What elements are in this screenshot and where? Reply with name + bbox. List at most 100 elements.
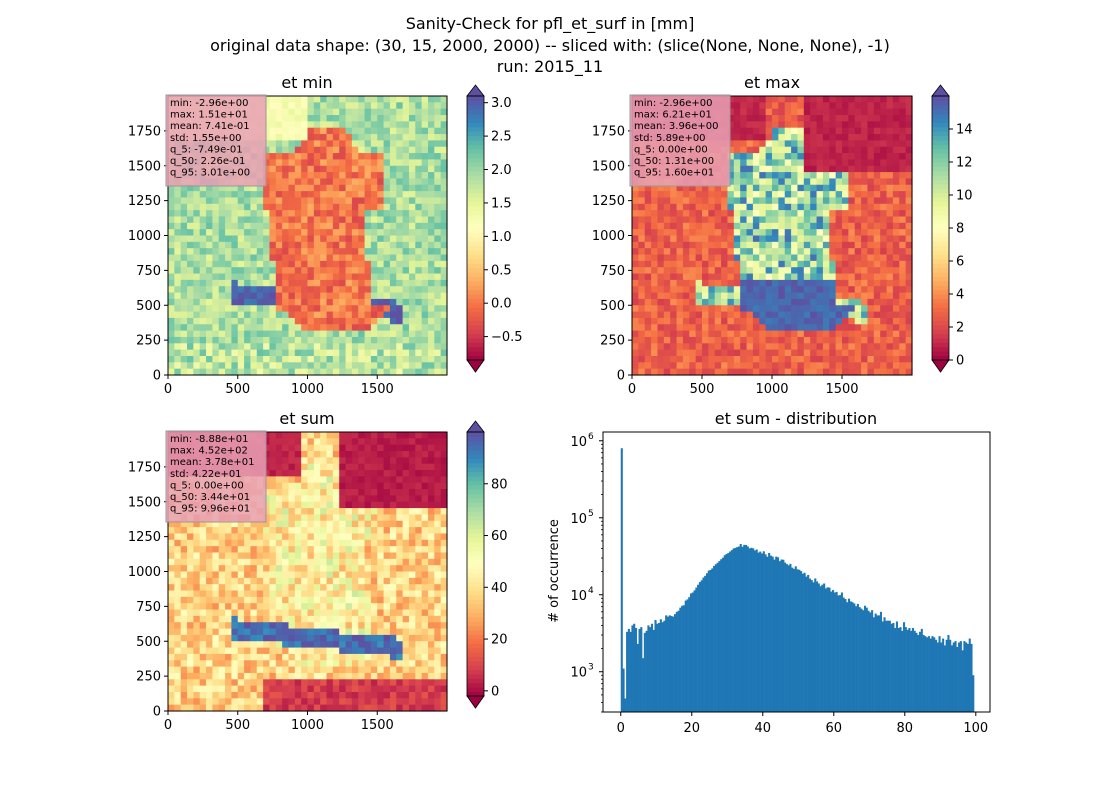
- heatmap-cell: [218, 330, 226, 338]
- heatmap-cell: [294, 197, 302, 205]
- heatmap-cell: [695, 254, 703, 262]
- heatmap-cell: [905, 178, 913, 186]
- heatmap-cell: [892, 153, 900, 161]
- heatmap-cell: [345, 184, 353, 192]
- heatmap-cell: [740, 191, 748, 199]
- heatmap-cell: [632, 260, 639, 268]
- heatmap-cell: [301, 343, 309, 351]
- heatmap-cell: [408, 533, 416, 541]
- heatmap-cell: [339, 121, 347, 129]
- heatmap-cell: [282, 311, 290, 319]
- heatmap-cell: [301, 368, 309, 376]
- heatmap-cell: [702, 286, 709, 294]
- heatmap-cell: [275, 146, 283, 154]
- heatmap-cell: [402, 520, 410, 528]
- heatmap-cell: [358, 495, 366, 503]
- heatmap-cell: [657, 330, 665, 338]
- heatmap-cell: [301, 349, 309, 357]
- heatmap-cell: [861, 121, 869, 129]
- heatmap-cell: [740, 235, 748, 243]
- heatmap-cell: [644, 241, 652, 249]
- heatmap-cell: [389, 197, 397, 205]
- heatmap-cell: [383, 286, 391, 294]
- heatmap-panel-et-max: et max 0 500 1000 1500 02505007501000125015…: [592, 73, 973, 397]
- heatmap-cell: [320, 463, 328, 471]
- heatmap-cell: [294, 305, 302, 313]
- heatmap-cell: [313, 140, 321, 148]
- heatmap-cell: [383, 514, 391, 522]
- heatmap-cell: [364, 165, 372, 173]
- heatmap-cell: [886, 134, 894, 141]
- heatmap-cell: [892, 305, 900, 313]
- heatmap-cell: [740, 216, 748, 224]
- heatmap-cell: [168, 298, 175, 306]
- heatmap-cell: [345, 489, 353, 497]
- heatmap-cell: [358, 539, 366, 547]
- heatmap-cell: [714, 260, 722, 268]
- heatmap-cell: [237, 317, 245, 325]
- heatmap-cell: [772, 115, 779, 122]
- heatmap-cell: [237, 184, 245, 192]
- heatmap-cell: [695, 336, 703, 344]
- heatmap-cell: [187, 260, 194, 268]
- heatmap-cell: [638, 260, 646, 268]
- heatmap-cell: [345, 330, 353, 338]
- heatmap-cell: [351, 330, 359, 338]
- heatmap-cell: [218, 286, 226, 294]
- heatmap-cell: [313, 172, 321, 180]
- heatmap-cell: [842, 248, 849, 256]
- heatmap-cell: [206, 330, 213, 338]
- heatmap-cell: [746, 172, 754, 180]
- heatmap-cell: [288, 267, 296, 275]
- heatmap-cell: [803, 241, 811, 249]
- heatmap-cell: [313, 330, 321, 338]
- heatmap-cell: [784, 286, 792, 294]
- heatmap-cell: [402, 482, 410, 490]
- heatmap-cell: [396, 146, 404, 154]
- colorbar-segment: [467, 236, 484, 242]
- heatmap-cell: [320, 273, 328, 281]
- heatmap-cell: [288, 520, 296, 528]
- heatmap-cell: [427, 368, 435, 376]
- heatmap-cell: [440, 451, 448, 458]
- heatmap-cell: [180, 533, 188, 541]
- heatmap-cell: [332, 520, 340, 528]
- heatmap-cell: [880, 362, 888, 370]
- heatmap-cell: [288, 546, 296, 554]
- heatmap-cell: [803, 108, 811, 116]
- heatmap-cell: [301, 546, 309, 554]
- heatmap-cell: [848, 153, 856, 161]
- heatmap-cell: [402, 362, 410, 370]
- heatmap-cell: [784, 235, 792, 243]
- heatmap-cell: [339, 489, 347, 497]
- heatmap-cell: [421, 178, 429, 186]
- heatmap-cell: [682, 330, 690, 338]
- heatmap-cell: [402, 108, 410, 116]
- heatmap-cell: [212, 324, 220, 332]
- colorbar-segment: [467, 232, 484, 238]
- heatmap-cell: [320, 514, 328, 522]
- heatmap-cell: [402, 451, 410, 458]
- heatmap-cell: [873, 355, 881, 363]
- heatmap-cell: [275, 457, 283, 465]
- heatmap-cell: [765, 146, 773, 154]
- heatmap-cell: [778, 216, 786, 224]
- heatmap-cell: [867, 165, 875, 173]
- heatmap-cell: [886, 197, 894, 205]
- heatmap-cell: [250, 197, 258, 205]
- heatmap-cell: [237, 362, 245, 370]
- heatmap-cell: [294, 330, 302, 338]
- heatmap-cell: [358, 102, 366, 110]
- heatmap-cell: [294, 254, 302, 262]
- heatmap-cell: [848, 248, 856, 256]
- heatmap-cell: [663, 311, 671, 319]
- heatmap-cell: [415, 495, 423, 503]
- heatmap-cell: [644, 317, 652, 325]
- heatmap-cell: [752, 349, 760, 357]
- heatmap-cell: [842, 254, 849, 262]
- heatmap-cell: [702, 216, 709, 224]
- heatmap-cell: [282, 254, 290, 262]
- heatmap-cell: [168, 336, 175, 344]
- heatmap-cell: [829, 260, 837, 268]
- heatmap-cell: [263, 140, 271, 148]
